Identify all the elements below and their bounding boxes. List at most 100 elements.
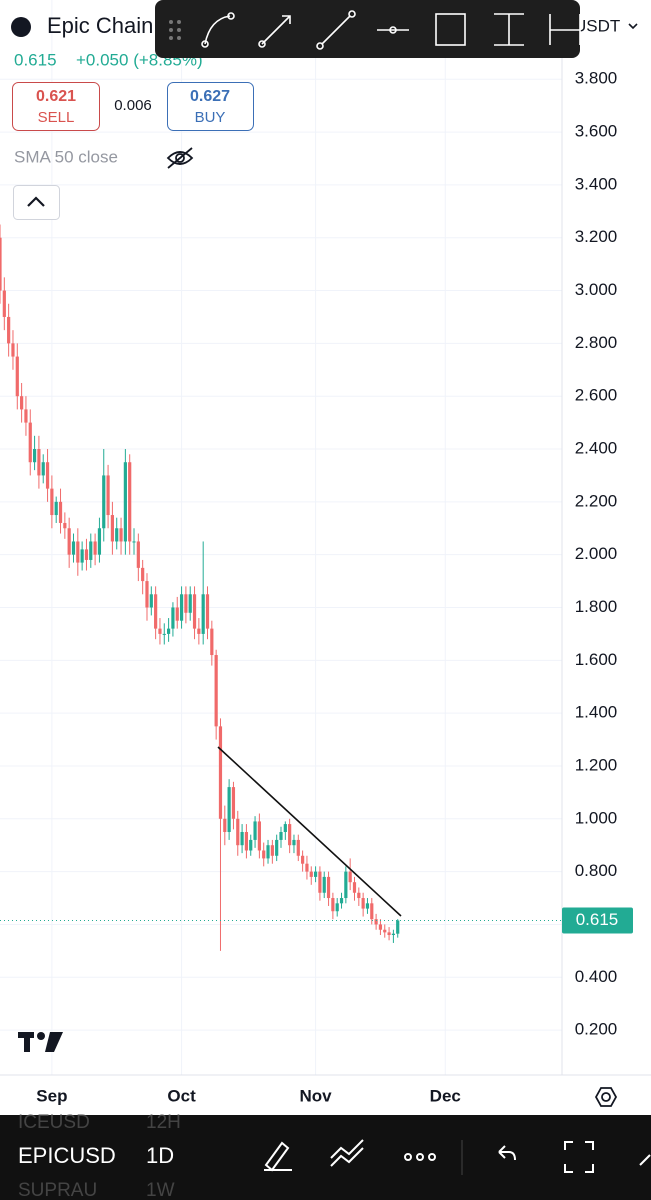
y-tick-label: 3.400	[575, 174, 618, 193]
buy-button[interactable]	[167, 82, 254, 131]
y-tick-label: 3.000	[575, 280, 618, 299]
tool-range[interactable]	[494, 13, 524, 46]
y-tick-label: 1.200	[575, 755, 618, 774]
collapse-button[interactable]	[13, 185, 60, 220]
candle-body	[257, 821, 261, 851]
candle-body	[288, 824, 292, 846]
header: Epic Chain USDT 0.615 +0.050 (+8.85%) 0.…	[11, 13, 638, 220]
y-tick-label: 2.800	[575, 333, 618, 352]
tool-date-range[interactable]	[549, 14, 581, 45]
y-tick-label: 2.200	[575, 491, 618, 510]
candle-body	[352, 882, 357, 893]
interval-selected[interactable]: 1D	[146, 1143, 174, 1168]
candle-body	[365, 903, 370, 909]
indicators-button[interactable]	[330, 1139, 364, 1167]
hide-icon[interactable]	[166, 147, 194, 169]
interval-option[interactable]: 1W	[146, 1180, 175, 1200]
y-tick-label: 2.600	[575, 386, 618, 405]
last-price-label: 0.615	[576, 910, 619, 929]
bottom-bar	[0, 1115, 651, 1200]
candle-body	[192, 594, 197, 629]
indicator-label[interactable]: SMA 50 close	[14, 147, 118, 166]
spread: 0.006	[114, 97, 152, 114]
candle-body	[41, 462, 45, 476]
symbol-name[interactable]: Epic Chain	[47, 13, 153, 38]
sell-price: 0.621	[36, 88, 76, 105]
quote-currency[interactable]: USDT	[574, 16, 620, 35]
candle-body	[97, 528, 102, 555]
grid	[0, 0, 562, 1075]
candle-body	[387, 932, 391, 936]
sell-button[interactable]	[12, 82, 100, 131]
candle-body	[20, 396, 24, 410]
candle-body	[296, 839, 300, 856]
candle-body	[339, 898, 344, 904]
logo	[18, 1032, 63, 1052]
candle-body	[24, 409, 28, 423]
candle-body	[63, 522, 67, 529]
candle-body	[244, 832, 249, 851]
candle-body	[67, 528, 71, 555]
candle-body	[210, 628, 214, 656]
tool-rect[interactable]	[435, 13, 466, 46]
candle-body	[249, 839, 253, 851]
trend-line[interactable]	[217, 746, 402, 917]
candle-body	[253, 821, 257, 840]
candle-body	[197, 628, 201, 634]
tool-arrow[interactable]	[261, 15, 291, 45]
candle-body	[106, 475, 110, 516]
candle-body	[11, 343, 15, 357]
candle-body	[162, 633, 166, 635]
candle-body	[374, 919, 378, 925]
x-tick-label: Sep	[36, 1086, 67, 1105]
symbol-selected[interactable]: EPICUSD	[18, 1143, 116, 1168]
candle-body	[184, 594, 188, 613]
candle-body	[89, 541, 93, 560]
candle-body	[132, 541, 136, 543]
symbol-option[interactable]: ICEUSD	[18, 1112, 90, 1133]
interval-option[interactable]: 12H	[146, 1112, 181, 1133]
candle-body	[205, 594, 210, 629]
candle-body	[361, 898, 365, 909]
tool-line[interactable]	[321, 15, 351, 45]
candle-body	[28, 422, 32, 463]
candle-body	[0, 237, 2, 291]
tool-curve[interactable]	[204, 15, 231, 45]
symbol-option[interactable]: SUPRAU	[18, 1180, 97, 1200]
candle-body	[348, 871, 352, 883]
more-button[interactable]	[404, 1153, 436, 1161]
candle-body	[141, 567, 145, 582]
buy-price: 0.627	[190, 88, 230, 105]
candle-body	[84, 549, 89, 560]
y-tick-label: 1.400	[575, 703, 618, 722]
candle-body	[167, 628, 171, 634]
candle-body	[2, 290, 6, 317]
undo-button[interactable]	[498, 1145, 516, 1161]
more-tools[interactable]	[639, 1154, 651, 1166]
candle-body	[179, 594, 184, 621]
y-tick-label: 1.800	[575, 597, 618, 616]
candle-body	[32, 449, 37, 463]
candle-body	[171, 607, 175, 629]
candles	[0, 224, 400, 951]
fullscreen-button[interactable]	[564, 1141, 594, 1173]
x-tick-label: Dec	[430, 1086, 461, 1105]
candle-body	[326, 876, 331, 899]
candle-body	[149, 594, 153, 608]
y-tick-label: 2.000	[575, 544, 618, 563]
candle-body	[136, 541, 140, 568]
candle-body	[71, 541, 76, 555]
y-tick-label: 1.600	[575, 650, 618, 669]
candle-body	[58, 501, 63, 523]
draw-button[interactable]	[264, 1141, 292, 1172]
candle-body	[396, 920, 400, 934]
candle-body	[115, 528, 119, 542]
candle-body	[335, 903, 339, 912]
y-tick-label: 0.400	[575, 967, 618, 986]
settings-icon[interactable]	[594, 1087, 618, 1107]
y-tick-label: 0.800	[575, 861, 618, 880]
candle-body	[80, 549, 84, 563]
candle-body	[370, 903, 374, 920]
